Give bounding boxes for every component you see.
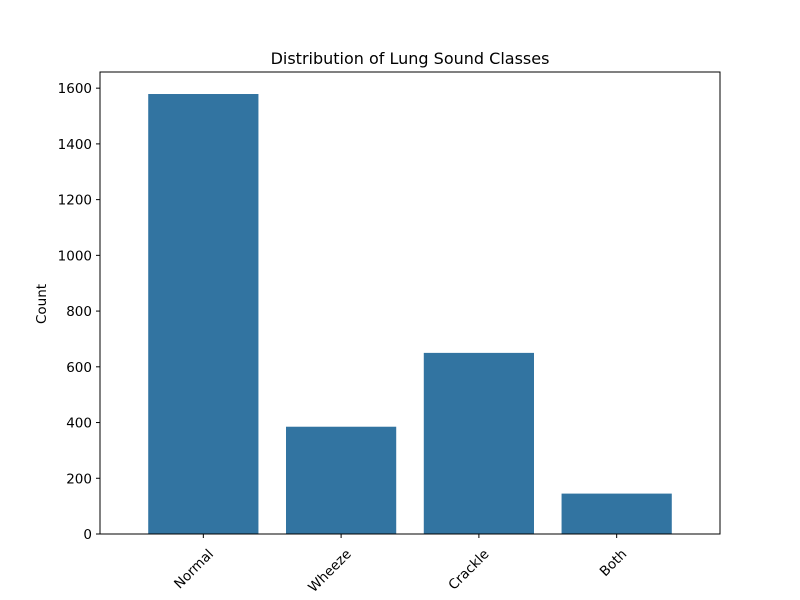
axes-frame — [99, 71, 721, 535]
bars — [148, 94, 672, 534]
y-tick-label: 1000 — [58, 248, 92, 264]
y-tick-label: 400 — [66, 416, 92, 432]
y-tick-label: 1600 — [58, 81, 92, 97]
bar-wheeze — [286, 426, 397, 534]
y-tick-label: 200 — [66, 471, 92, 487]
y-tick-label: 0 — [83, 527, 92, 543]
chart-title: Distribution of Lung Sound Classes — [271, 49, 550, 68]
bar-normal — [148, 94, 259, 534]
y-tick-label: 1200 — [58, 193, 92, 209]
y-axis-ticks: 0 200 400 600 800 1000 1200 1400 1600 — [58, 81, 100, 543]
y-tick-label: 800 — [66, 304, 92, 320]
y-tick-label: 1400 — [58, 137, 92, 153]
bar-both — [561, 493, 672, 534]
bar-crackle — [423, 352, 534, 534]
y-tick-label: 600 — [66, 360, 92, 376]
y-axis-label: Count — [34, 284, 50, 324]
